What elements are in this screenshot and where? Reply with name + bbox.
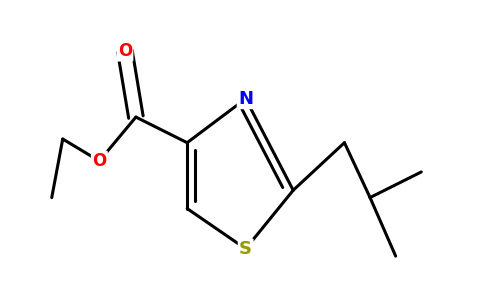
Text: S: S bbox=[239, 240, 252, 258]
Text: N: N bbox=[238, 90, 253, 108]
Text: O: O bbox=[118, 42, 132, 60]
Text: O: O bbox=[92, 152, 106, 170]
